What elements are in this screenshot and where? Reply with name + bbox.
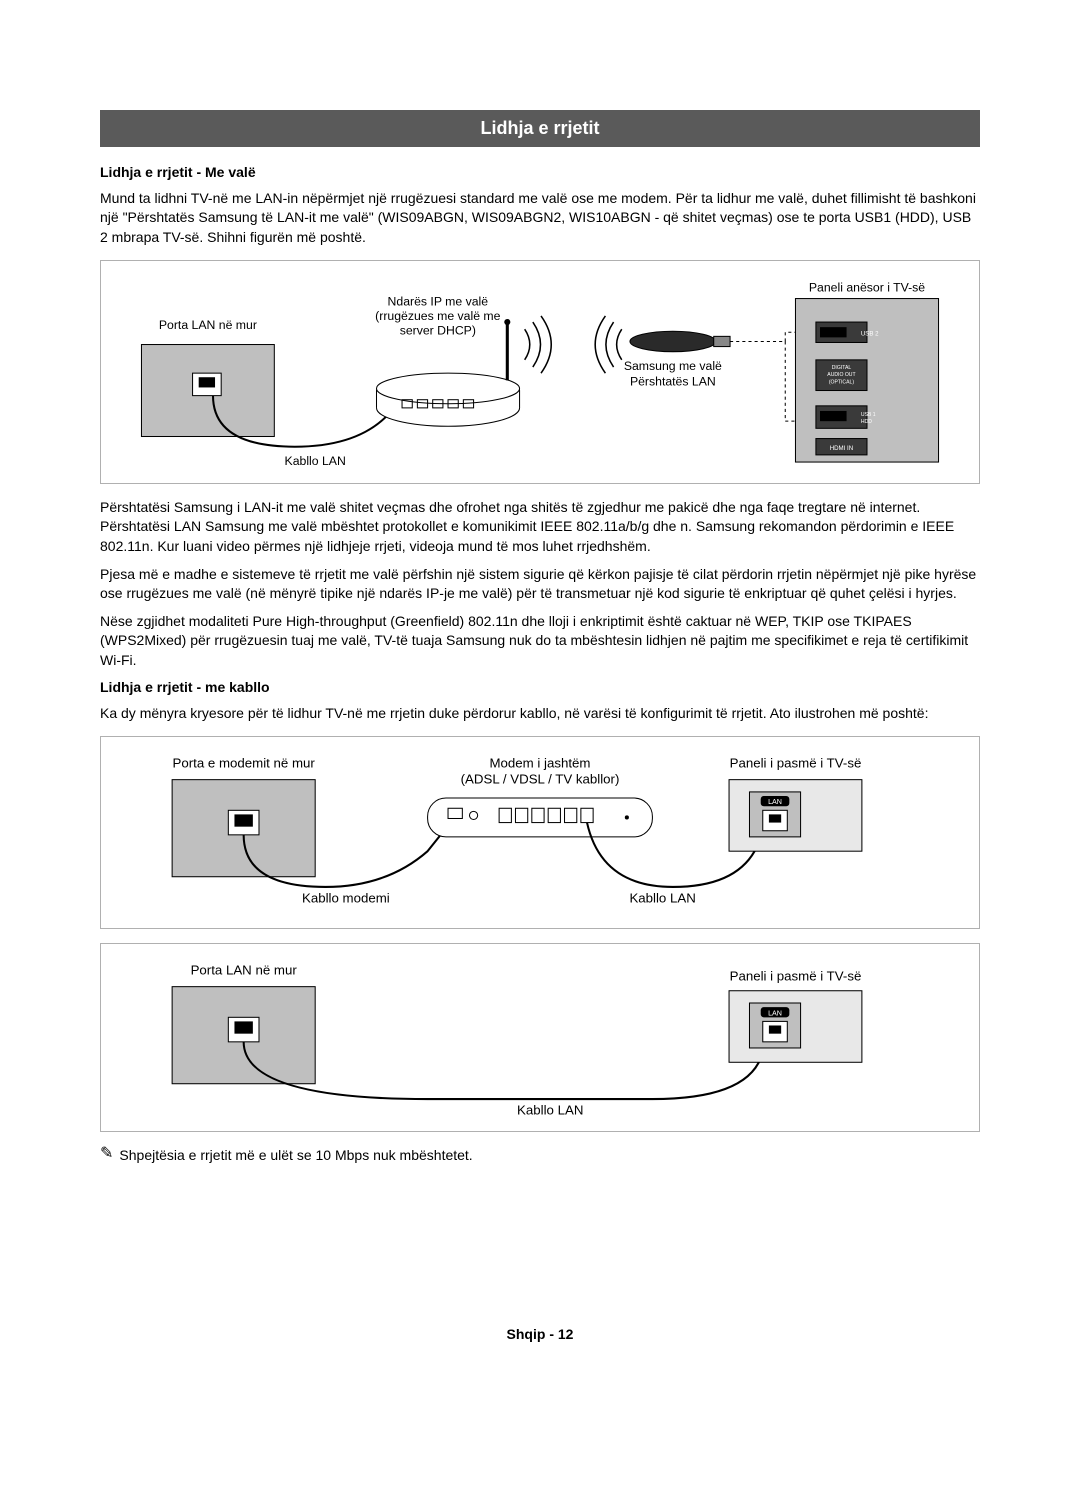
wireless-p2: Pjesa më e madhe e sistemeve të rrjetit … (100, 565, 980, 604)
wireless-adapter-icon (630, 331, 730, 351)
label-usb1-2: HDD (861, 419, 872, 425)
wireless-svg: Porta LAN në mur Kabllo LAN Ndarës IP me… (121, 273, 959, 467)
label-lan-adapter: Përshtatës LAN (630, 374, 716, 388)
label-lan-cable-1: Kabllo LAN (629, 890, 695, 905)
label-lan-2: LAN (768, 1009, 782, 1017)
cable-direct-svg: Porta LAN në mur Kabllo LAN Paneli i pas… (121, 956, 959, 1114)
wireless-intro: Mund ta lidhni TV-në me LAN-in nëpërmjet… (100, 189, 980, 248)
label-audio-1: DIGITAL (832, 365, 852, 371)
label-ext-modem-2: (ADSL / VDSL / TV kabllor) (461, 771, 620, 786)
note-row: ✎ Shpejtësia e rrjetit më e ulët se 10 M… (100, 1146, 980, 1166)
label-ip-1: Ndarës IP me valë (388, 294, 489, 308)
cable-modem-svg: Porta e modemit në mur Kabllo modemi Mod… (121, 749, 959, 913)
label-usb2: USB 2 (861, 330, 879, 337)
label-ip-2: (rrugëzues me valë me (375, 309, 500, 323)
label-modem-cable: Kabllo modemi (302, 890, 390, 905)
diagram-wireless: Porta LAN në mur Kabllo LAN Ndarës IP me… (100, 260, 980, 484)
wireless-p1: Përshtatësi Samsung i LAN-it me valë shi… (100, 498, 980, 557)
label-audio-2: AUDIO OUT (827, 372, 855, 378)
label-lan-cable: Kabllo LAN (285, 454, 346, 467)
label-tv-rear-1: Paneli i pasmë i TV-së (730, 755, 862, 770)
label-audio-3: (OPTICAL) (829, 379, 854, 385)
label-samsung-wireless: Samsung me valë (624, 359, 722, 373)
label-tv-rear-2: Paneli i pasmë i TV-së (730, 969, 862, 984)
cable-intro: Ka dy mënyra kryesore për të lidhur TV-n… (100, 704, 980, 724)
label-tv-side-panel: Paneli anësor i TV-së (809, 280, 925, 294)
wireless-p3: Nëse zgjidhet modaliteti Pure High-throu… (100, 612, 980, 671)
label-modem-port-wall: Porta e modemit në mur (173, 755, 316, 770)
label-lan-cable-2: Kabllo LAN (517, 1103, 583, 1115)
wireless-heading: Lidhja e rrjetit - Me valë (100, 163, 980, 183)
page-title-bar: Lidhja e rrjetit (100, 110, 980, 147)
label-ext-modem-1: Modem i jashtëm (489, 755, 590, 770)
label-ip-3: server DHCP) (400, 323, 476, 337)
label-hdmi: HDMI IN (830, 444, 853, 451)
note-text: Shpejtësia e rrjetit më e ulët se 10 Mbp… (119, 1146, 472, 1166)
page-footer: Shqip - 12 (100, 1325, 980, 1345)
cable-heading: Lidhja e rrjetit - me kabllo (100, 678, 980, 698)
note-icon: ✎ (100, 1146, 113, 1162)
label-lan-port-wall-2: Porta LAN në mur (191, 963, 298, 978)
diagram-cable-modem: Porta e modemit në mur Kabllo modemi Mod… (100, 736, 980, 930)
label-lan-port-wall: Porta LAN në mur (159, 318, 257, 332)
label-lan-1: LAN (768, 798, 782, 806)
diagram-cable-direct: Porta LAN në mur Kabllo LAN Paneli i pas… (100, 943, 980, 1131)
label-usb1-1: USB 1 (861, 412, 876, 418)
